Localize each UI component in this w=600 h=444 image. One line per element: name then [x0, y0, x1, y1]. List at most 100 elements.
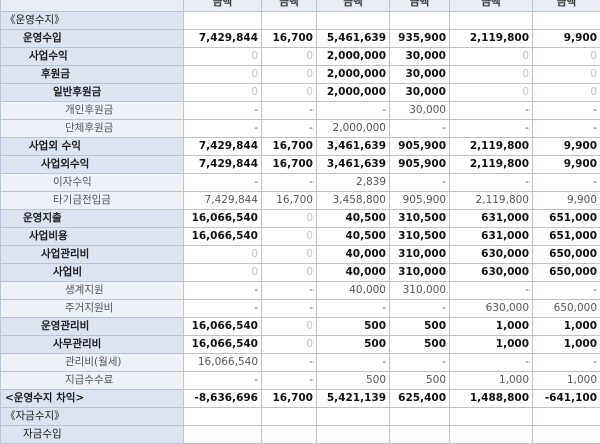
amount-cell[interactable]: 2,119,800 [450, 192, 533, 210]
amount-cell[interactable]: 0 [262, 210, 317, 228]
amount-cell[interactable]: 0 [184, 264, 262, 282]
row-label[interactable]: <운영수지 차익> [1, 390, 184, 408]
amount-cell[interactable] [533, 12, 600, 30]
amount-cell[interactable]: 0 [184, 48, 262, 66]
amount-cell[interactable]: - [184, 282, 262, 300]
amount-cell[interactable]: - [390, 300, 450, 318]
amount-cell[interactable]: 1,000 [450, 372, 533, 390]
row-label[interactable]: 사무관리비 [1, 336, 184, 354]
row-label[interactable]: 후원금 [1, 66, 184, 84]
amount-cell[interactable]: 40,500 [317, 228, 390, 246]
amount-cell[interactable]: 40,000 [317, 264, 390, 282]
amount-cell[interactable]: - [184, 174, 262, 192]
amount-cell[interactable]: 30,000 [390, 66, 450, 84]
amount-cell[interactable]: 9,900 [533, 156, 600, 174]
amount-cell[interactable]: 9,900 [533, 192, 600, 210]
table-row[interactable]: 관리비(월세)16,066,540----- [1, 354, 600, 372]
amount-cell[interactable]: - [262, 102, 317, 120]
amount-cell[interactable]: 16,700 [262, 138, 317, 156]
amount-cell[interactable]: 500 [390, 318, 450, 336]
amount-cell[interactable]: 9,900 [533, 138, 600, 156]
table-row[interactable]: 개인후원금---30,000-- [1, 102, 600, 120]
amount-cell[interactable]: 0 [262, 246, 317, 264]
amount-cell[interactable]: 7,429,844 [184, 192, 262, 210]
amount-cell[interactable]: 40,500 [317, 210, 390, 228]
row-label[interactable]: 사업수익 [1, 48, 184, 66]
amount-cell[interactable]: 16,066,540 [184, 336, 262, 354]
amount-cell[interactable]: 2,119,800 [450, 30, 533, 48]
amount-cell[interactable]: 1,488,800 [450, 390, 533, 408]
row-label[interactable]: 사업외수익 [1, 156, 184, 174]
amount-cell[interactable] [262, 426, 317, 444]
amount-cell[interactable] [184, 426, 262, 444]
amount-cell[interactable]: - [262, 282, 317, 300]
amount-cell[interactable]: - [390, 120, 450, 138]
amount-cell[interactable] [390, 12, 450, 30]
amount-cell[interactable]: 650,000 [533, 300, 600, 318]
amount-cell[interactable]: 310,000 [390, 264, 450, 282]
amount-cell[interactable]: 1,000 [533, 372, 600, 390]
table-row[interactable]: 《자금수지》 [1, 408, 600, 426]
amount-cell[interactable]: 16,066,540 [184, 318, 262, 336]
header-cell-label[interactable] [1, 0, 184, 12]
amount-cell[interactable]: 16,700 [262, 156, 317, 174]
amount-cell[interactable]: - [450, 174, 533, 192]
amount-cell[interactable]: - [262, 300, 317, 318]
amount-cell[interactable]: 0 [262, 336, 317, 354]
amount-cell[interactable]: 30,000 [390, 48, 450, 66]
amount-cell[interactable]: 630,000 [450, 300, 533, 318]
amount-cell[interactable]: 5,461,639 [317, 30, 390, 48]
header-cell-amount[interactable]: 금액 [317, 0, 390, 12]
row-label[interactable]: 타기금전입금 [1, 192, 184, 210]
amount-cell[interactable]: 0 [262, 48, 317, 66]
amount-cell[interactable]: - [390, 354, 450, 372]
table-row[interactable]: 자금수입 [1, 426, 600, 444]
row-label[interactable]: 운영수입 [1, 30, 184, 48]
amount-cell[interactable]: 630,000 [450, 264, 533, 282]
amount-cell[interactable]: - [262, 174, 317, 192]
amount-cell[interactable]: 0 [184, 66, 262, 84]
amount-cell[interactable]: 9,900 [533, 30, 600, 48]
header-cell-amount[interactable]: 금액 [184, 0, 262, 12]
amount-cell[interactable] [450, 426, 533, 444]
amount-cell[interactable]: 0 [533, 48, 600, 66]
amount-cell[interactable]: - [450, 282, 533, 300]
amount-cell[interactable]: 310,500 [390, 210, 450, 228]
amount-cell[interactable]: 0 [262, 84, 317, 102]
amount-cell[interactable]: 0 [450, 84, 533, 102]
amount-cell[interactable]: 905,900 [390, 138, 450, 156]
row-label[interactable]: 일반후원금 [1, 84, 184, 102]
header-cell-amount[interactable]: 금액 [450, 0, 533, 12]
amount-cell[interactable]: 16,700 [262, 192, 317, 210]
row-label[interactable]: 생계지원 [1, 282, 184, 300]
amount-cell[interactable]: 500 [317, 336, 390, 354]
amount-cell[interactable]: - [184, 120, 262, 138]
header-cell-amount[interactable]: 금액 [533, 0, 600, 12]
amount-cell[interactable]: 0 [262, 264, 317, 282]
amount-cell[interactable]: - [450, 102, 533, 120]
amount-cell[interactable] [317, 426, 390, 444]
amount-cell[interactable]: 1,000 [450, 336, 533, 354]
row-label[interactable]: 사업비 [1, 264, 184, 282]
amount-cell[interactable]: 500 [317, 372, 390, 390]
row-label[interactable]: 개인후원금 [1, 102, 184, 120]
amount-cell[interactable]: 0 [262, 66, 317, 84]
amount-cell[interactable]: 0 [262, 318, 317, 336]
table-row[interactable]: 《운영수지》 [1, 12, 600, 30]
amount-cell[interactable]: - [533, 282, 600, 300]
header-cell-amount[interactable]: 금액 [262, 0, 317, 12]
amount-cell[interactable]: -641,100 [533, 390, 600, 408]
row-label[interactable]: 사업외 수익 [1, 138, 184, 156]
amount-cell[interactable]: 625,400 [390, 390, 450, 408]
